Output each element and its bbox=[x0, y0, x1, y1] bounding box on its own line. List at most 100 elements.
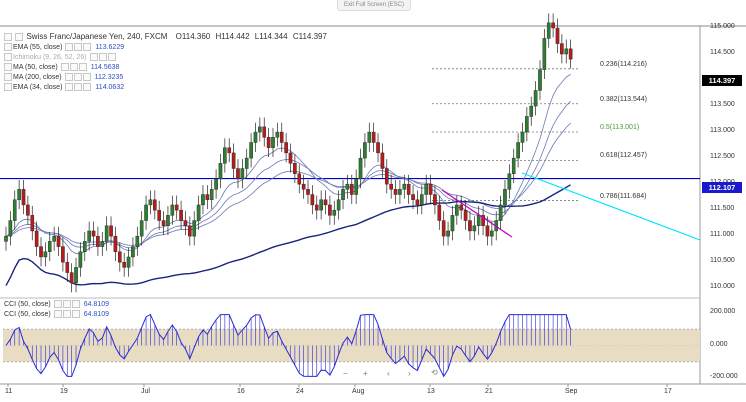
ohlc-high: H114.442 bbox=[215, 32, 250, 41]
candle-body bbox=[371, 131, 376, 143]
exit-fullscreen-button[interactable]: Exit Full Screen (ESC) bbox=[337, 0, 411, 11]
indicator-name: MA (200, close) bbox=[13, 74, 62, 81]
indicator-legend-row[interactable]: MA (50, close) 114.5638 bbox=[4, 63, 119, 73]
ma-50-line bbox=[5, 100, 571, 249]
fib-level-label: 0.382(113.544) bbox=[600, 95, 647, 103]
cci-hide-icon[interactable] bbox=[62, 310, 71, 319]
candle-body bbox=[546, 22, 551, 39]
indicator-remove-icon[interactable] bbox=[83, 43, 92, 52]
indicator-legend-row[interactable]: Ichimoku (9, 26, 52, 26) bbox=[4, 53, 120, 63]
candle-body bbox=[61, 246, 65, 263]
candle-body bbox=[174, 204, 179, 211]
scroll-right-icon[interactable]: › bbox=[408, 369, 411, 378]
indicator-settings-icon[interactable] bbox=[65, 43, 74, 52]
price-tick-label: 114.500 bbox=[710, 49, 735, 57]
indicator-remove-icon[interactable] bbox=[83, 83, 92, 92]
indicator-hide-icon[interactable] bbox=[74, 43, 83, 52]
hide-icon[interactable] bbox=[15, 32, 24, 41]
indicator-legend-row[interactable]: EMA (34, close) 114.0632 bbox=[4, 83, 124, 93]
indicator-hide-icon[interactable] bbox=[69, 63, 78, 72]
fib-level-label: 0.236(114.216) bbox=[600, 60, 647, 68]
candle-body bbox=[406, 183, 411, 195]
indicator-hide-icon[interactable] bbox=[73, 73, 82, 82]
symbol-title: Swiss Franc/Japanese Yen, 240, FXCM bbox=[26, 32, 168, 41]
zoom-in-icon[interactable]: + bbox=[363, 369, 368, 378]
candle-body bbox=[520, 131, 525, 143]
indicator-remove-icon[interactable] bbox=[82, 73, 91, 82]
price-tick-label: 110.500 bbox=[710, 257, 735, 265]
candle-body bbox=[428, 183, 433, 195]
candle-body bbox=[148, 199, 153, 206]
candle-body bbox=[498, 204, 503, 221]
candle-body bbox=[336, 199, 341, 211]
cci-settings-icon[interactable] bbox=[53, 300, 62, 309]
indicator-value: 113.6229 bbox=[95, 44, 125, 51]
indicator-value: 114.5638 bbox=[90, 64, 120, 71]
indicator-toggle-icon[interactable] bbox=[4, 63, 12, 72]
cci-legend-row[interactable]: CCI (50, close) 64.8109 bbox=[4, 310, 109, 320]
candle-body bbox=[262, 126, 267, 138]
indicator-hide-icon[interactable] bbox=[74, 83, 83, 92]
cci-settings-icon[interactable] bbox=[53, 310, 62, 319]
candle-body bbox=[384, 168, 389, 185]
candle-body bbox=[231, 152, 236, 169]
candle-body bbox=[551, 22, 555, 29]
candle-body bbox=[126, 256, 131, 268]
indicator-settings-icon[interactable] bbox=[64, 73, 73, 82]
collapse-icon[interactable] bbox=[4, 32, 12, 41]
indicator-legend-row[interactable]: EMA (55, close) 113.6229 bbox=[4, 43, 124, 53]
candle-body bbox=[244, 157, 249, 169]
candle-body bbox=[538, 69, 542, 91]
candle-body bbox=[144, 204, 148, 221]
cci-legend-row[interactable]: CCI (50, close) 64.8109 bbox=[4, 300, 109, 310]
indicator-remove-icon[interactable] bbox=[78, 63, 87, 72]
candle-body bbox=[437, 204, 442, 221]
time-tick-label: Aug bbox=[352, 388, 365, 395]
indicator-toggle-icon[interactable] bbox=[4, 43, 12, 52]
indicator-settings-icon[interactable] bbox=[89, 53, 98, 62]
zoom-out-icon[interactable]: − bbox=[343, 369, 348, 378]
candle-body bbox=[227, 147, 232, 154]
cci-tick-label: -200.000 bbox=[710, 373, 738, 380]
indicator-legend-row[interactable]: MA (200, close) 112.3235 bbox=[4, 73, 123, 83]
candle-body bbox=[446, 230, 450, 237]
cci-tick-label: 200.000 bbox=[710, 308, 736, 315]
candle-body bbox=[170, 204, 175, 216]
ema-34-line bbox=[5, 74, 571, 255]
time-tick-label: 11 bbox=[5, 388, 13, 395]
ohlc-open: O114.360 bbox=[175, 32, 211, 41]
candle-body bbox=[74, 267, 78, 284]
indicator-toggle-icon[interactable] bbox=[4, 73, 12, 82]
cci-value: 64.8109 bbox=[83, 311, 109, 318]
indicator-settings-icon[interactable] bbox=[60, 63, 69, 72]
cci-value: 64.8109 bbox=[83, 301, 109, 308]
indicator-remove-icon[interactable] bbox=[107, 53, 116, 62]
price-tick-label: 112.500 bbox=[710, 153, 735, 161]
scroll-left-icon[interactable]: ‹ bbox=[387, 369, 390, 378]
candle-body bbox=[100, 241, 105, 247]
candle-body bbox=[415, 199, 420, 206]
indicator-toggle-icon[interactable] bbox=[4, 83, 12, 92]
candle-body bbox=[363, 142, 367, 159]
indicator-toggle-icon[interactable] bbox=[4, 53, 12, 62]
time-tick-label: 21 bbox=[485, 388, 493, 395]
reset-chart-icon[interactable]: ⟲ bbox=[431, 368, 438, 377]
candle-body bbox=[485, 225, 490, 237]
cci-name: CCI (50, close) bbox=[4, 301, 51, 308]
cci-remove-icon[interactable] bbox=[71, 310, 80, 319]
candle-body bbox=[525, 116, 529, 133]
candle-body bbox=[26, 204, 30, 216]
candle-body bbox=[109, 225, 113, 237]
time-tick-label: 24 bbox=[296, 388, 304, 395]
cci-hide-icon[interactable] bbox=[62, 300, 71, 309]
indicator-name: EMA (55, close) bbox=[13, 44, 63, 51]
price-tick-label: 111.500 bbox=[710, 205, 735, 213]
candle-body bbox=[135, 235, 140, 247]
indicator-settings-icon[interactable] bbox=[65, 83, 74, 92]
candle-body bbox=[507, 173, 512, 190]
indicator-hide-icon[interactable] bbox=[98, 53, 107, 62]
candle-body bbox=[240, 168, 245, 180]
candle-body bbox=[43, 251, 48, 258]
cci-remove-icon[interactable] bbox=[71, 300, 80, 309]
